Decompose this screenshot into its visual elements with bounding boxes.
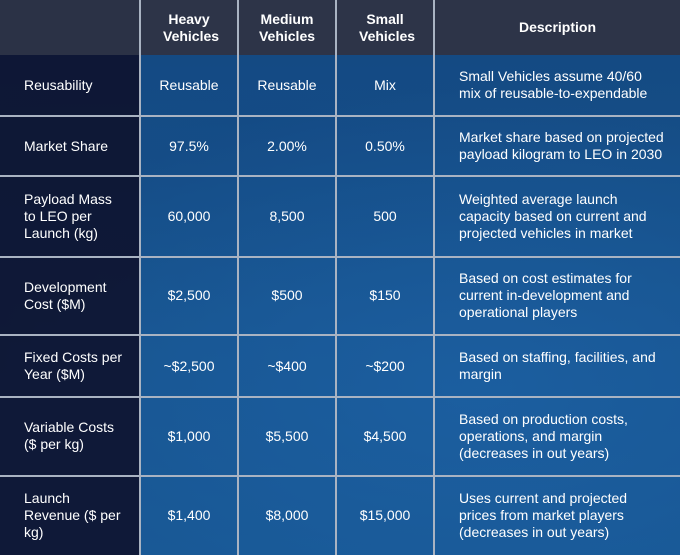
row-label: Development Cost ($M) xyxy=(0,255,141,337)
row-label: Market Share xyxy=(0,115,141,178)
table-row: Reusability Reusable Reusable Mix Small Vehi… xyxy=(0,55,680,118)
table-row: Launch Revenue ($ per kg) $1,400 $8,000 $15… xyxy=(0,474,680,555)
row-description: Based on production costs, operations, a… xyxy=(433,396,680,477)
medium-value: 2.00% xyxy=(237,115,337,178)
small-value: $4,500 xyxy=(335,396,435,477)
row-label: Launch Revenue ($ per kg) xyxy=(0,474,141,555)
row-description: Based on staffing, facilities, and margi… xyxy=(433,334,680,399)
row-label: Reusability xyxy=(0,55,141,118)
row-description: Market share based on projected payload … xyxy=(433,115,680,178)
small-value: $15,000 xyxy=(335,474,435,555)
medium-value: Reusable xyxy=(237,55,337,118)
medium-value: $8,000 xyxy=(237,474,337,555)
header-small-vehicles: Small Vehicles xyxy=(335,0,435,55)
medium-value: ~$400 xyxy=(237,334,337,399)
heavy-value: Reusable xyxy=(139,55,239,118)
table-row: Fixed Costs per Year ($M) ~$2,500 ~$400 ~$2… xyxy=(0,334,680,399)
table-row: Variable Costs ($ per kg) $1,000 $5,500 $4,… xyxy=(0,396,680,477)
heavy-value: 97.5% xyxy=(139,115,239,178)
header-medium-vehicles: Medium Vehicles xyxy=(237,0,337,55)
row-description: Based on cost estimates for current in-d… xyxy=(433,255,680,337)
small-value: $150 xyxy=(335,255,435,337)
heavy-value: $2,500 xyxy=(139,255,239,337)
header-heavy-vehicles: Heavy Vehicles xyxy=(139,0,239,55)
table-row: Market Share 97.5% 2.00% 0.50% Market share … xyxy=(0,115,680,178)
heavy-value: ~$2,500 xyxy=(139,334,239,399)
header-row: Heavy Vehicles Medium Vehicles Small Veh… xyxy=(0,0,680,55)
header-corner xyxy=(0,0,141,55)
medium-value: 8,500 xyxy=(237,175,337,258)
row-description: Uses current and projected prices from m… xyxy=(433,474,680,555)
row-label: Payload Mass to LEO per Launch (kg) xyxy=(0,175,141,258)
row-description: Weighted average launch capacity based o… xyxy=(433,175,680,258)
row-label: Variable Costs ($ per kg) xyxy=(0,396,141,477)
row-label: Fixed Costs per Year ($M) xyxy=(0,334,141,399)
heavy-value: $1,400 xyxy=(139,474,239,555)
heavy-value: 60,000 xyxy=(139,175,239,258)
small-value: ~$200 xyxy=(335,334,435,399)
small-value: 500 xyxy=(335,175,435,258)
small-value: Mix xyxy=(335,55,435,118)
header-description: Description xyxy=(433,0,680,55)
medium-value: $5,500 xyxy=(237,396,337,477)
row-description: Small Vehicles assume 40/60 mix of reusa… xyxy=(433,55,680,118)
heavy-value: $1,000 xyxy=(139,396,239,477)
small-value: 0.50% xyxy=(335,115,435,178)
table-row: Payload Mass to LEO per Launch (kg) 60,00… xyxy=(0,175,680,258)
table-row: Development Cost ($M) $2,500 $500 $150 Based… xyxy=(0,255,680,337)
medium-value: $500 xyxy=(237,255,337,337)
